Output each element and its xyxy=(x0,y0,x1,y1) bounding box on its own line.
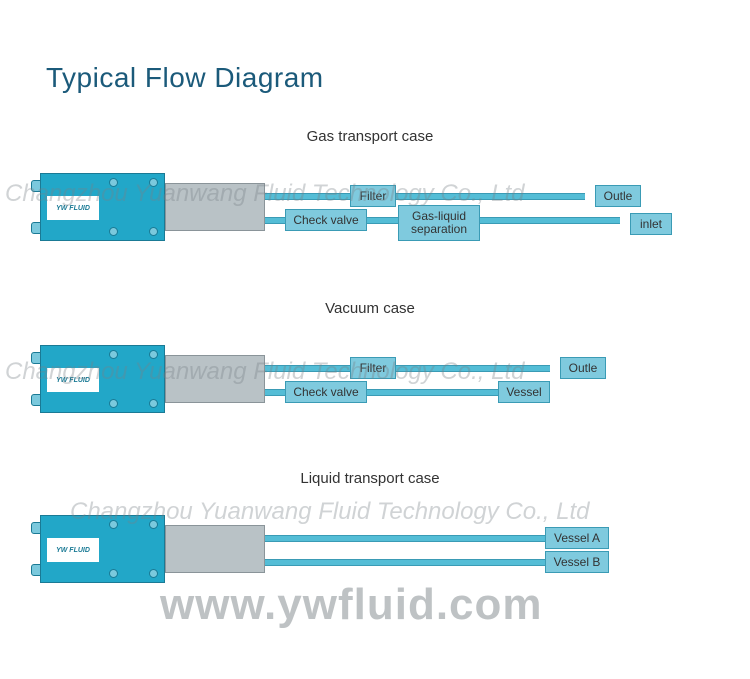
box-inlet: inlet xyxy=(630,213,672,235)
pipe xyxy=(265,559,545,566)
box-outlet: Outle xyxy=(595,185,641,207)
pump-port xyxy=(31,222,41,234)
box-vessel-b: Vessel B xyxy=(545,551,609,573)
pump-port xyxy=(31,180,41,192)
diagram-vacuum: YW FLUID Filter Check valve Outle Vessel xyxy=(40,335,700,430)
box-vessel-a: Vessel A xyxy=(545,527,609,549)
box-check-valve: Check valve xyxy=(285,209,367,231)
section-title: Vacuum case xyxy=(40,300,700,317)
bolt-icon xyxy=(149,520,158,529)
motor-block xyxy=(165,355,265,403)
pump-logo: YW FLUID xyxy=(47,538,99,562)
box-vessel: Vessel xyxy=(498,381,550,403)
bolt-icon xyxy=(109,399,118,408)
bolt-icon xyxy=(109,520,118,529)
box-check-valve: Check valve xyxy=(285,381,367,403)
pump-block: YW FLUID xyxy=(40,515,165,583)
box-gas-liquid: Gas-liquid separation xyxy=(398,205,480,241)
section-gas: Gas transport case YW FLUID Filter Check… xyxy=(40,128,700,258)
section-title: Gas transport case xyxy=(40,128,700,145)
bolt-icon xyxy=(109,569,118,578)
motor-block xyxy=(165,525,265,573)
box-outlet: Outle xyxy=(560,357,606,379)
bolt-icon xyxy=(109,350,118,359)
pump-port xyxy=(31,564,41,576)
bolt-icon xyxy=(109,178,118,187)
section-vacuum: Vacuum case YW FLUID Filter Check valve … xyxy=(40,300,700,430)
bolt-icon xyxy=(149,350,158,359)
pipe xyxy=(265,365,550,372)
pump-port xyxy=(31,522,41,534)
box-filter: Filter xyxy=(350,185,396,207)
box-filter: Filter xyxy=(350,357,396,379)
section-liquid: Liquid transport case YW FLUID Vessel A … xyxy=(40,470,700,600)
pipe xyxy=(265,193,585,200)
diagram-liquid: YW FLUID Vessel A Vessel B xyxy=(40,505,700,600)
pipe xyxy=(265,535,545,542)
bolt-icon xyxy=(149,227,158,236)
motor-block xyxy=(165,183,265,231)
bolt-icon xyxy=(149,569,158,578)
section-title: Liquid transport case xyxy=(40,470,700,487)
page-title: Typical Flow Diagram xyxy=(46,62,324,94)
bolt-icon xyxy=(149,399,158,408)
bolt-icon xyxy=(149,178,158,187)
pump-logo: YW FLUID xyxy=(47,368,99,392)
pump-block: YW FLUID xyxy=(40,173,165,241)
pump-port xyxy=(31,352,41,364)
pump-logo: YW FLUID xyxy=(47,196,99,220)
diagram-gas: YW FLUID Filter Check valve Gas-liquid s… xyxy=(40,163,700,258)
pump-port xyxy=(31,394,41,406)
bolt-icon xyxy=(109,227,118,236)
pump-block: YW FLUID xyxy=(40,345,165,413)
